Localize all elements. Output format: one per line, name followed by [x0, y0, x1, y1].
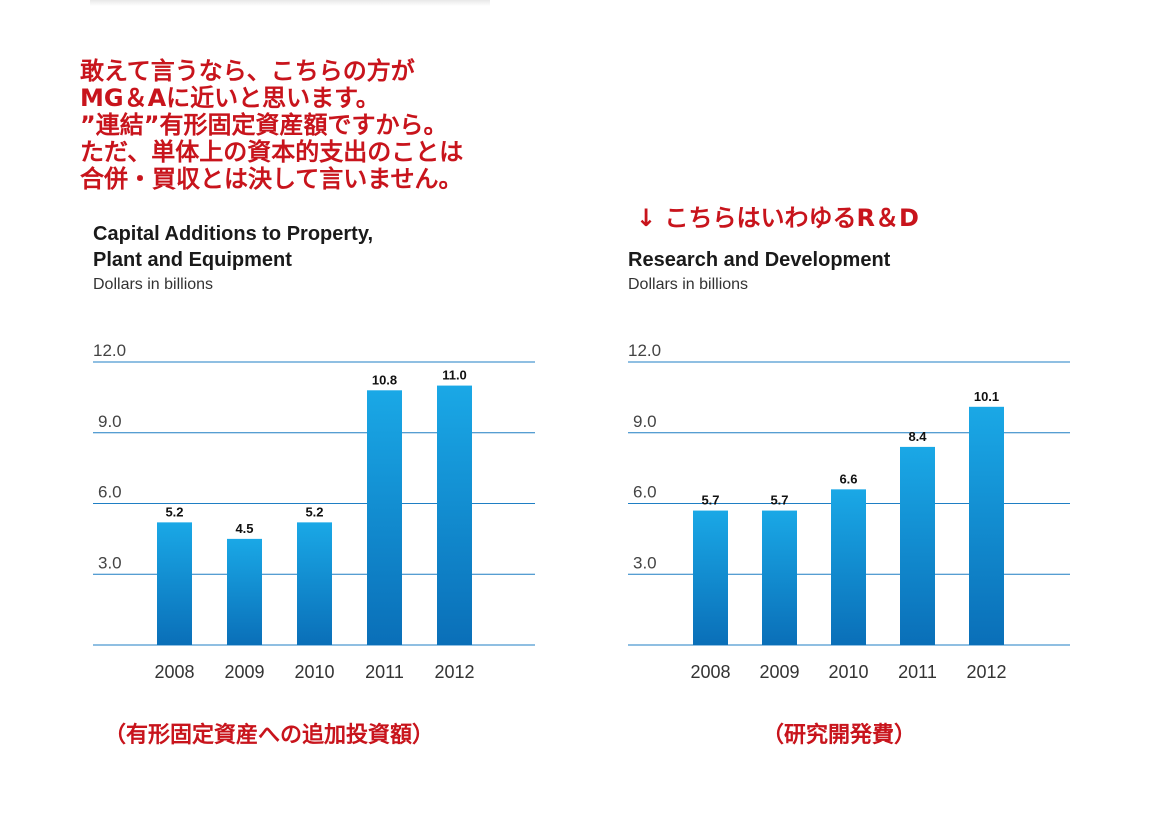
top-fade-artifact [90, 0, 490, 6]
caption-rd: （研究開発費） [762, 723, 917, 748]
chart-subtitle-rd: Dollars in billions [628, 276, 749, 293]
data-label: 4.5 [235, 521, 253, 536]
chart-subtitle-capex: Dollars in billions [93, 276, 214, 293]
note-line-1: 敢えて言うなら、こちらの方が [80, 57, 415, 85]
bar [367, 390, 402, 645]
y-tick-label: 3.0 [98, 553, 122, 572]
chart-title-rd: Research and Development [628, 247, 890, 273]
bar [762, 510, 797, 645]
note-line-4: ただ、単体上の資本的支出のことは [80, 138, 464, 166]
x-tick-label: 2009 [224, 662, 264, 682]
bar [900, 446, 935, 645]
bar [227, 538, 262, 645]
bar [437, 385, 472, 645]
chart-title-line: Research and Development [628, 249, 891, 271]
x-tick-label: 2009 [759, 662, 799, 682]
caption-capex: （有形固定資産への追加投資額） [104, 723, 435, 748]
x-tick-label: 2011 [898, 662, 937, 682]
y-tick-label: 9.0 [633, 412, 657, 431]
bar [157, 522, 192, 645]
data-label: 5.2 [305, 504, 323, 519]
bar-chart-capex: 12.0 9.0 6.0 3.0 5.2 2008 4.5 2009 5.2 2010 10.8 20… [93, 341, 535, 682]
annotation-note: 敢えて言うなら、こちらの方が MG＆Aに近いと思います。 ”連結”有形固定資産額… [80, 58, 580, 193]
bar-chart-rd: 12.0 9.0 6.0 3.0 5.7 2008 5.7 2009 6.6 2010 8.4 201… [628, 341, 1070, 682]
chart-title-capex: Capital Additions to Property, Plant and… [93, 221, 373, 273]
chart-title-line: Capital Additions to Property, [93, 223, 374, 245]
y-tick-label: 6.0 [98, 483, 122, 502]
data-label: 6.6 [839, 471, 857, 486]
chart-title-line: Plant and Equipment [93, 249, 292, 271]
data-label: 10.8 [372, 372, 397, 387]
x-tick-label: 2011 [365, 662, 404, 682]
bar [297, 522, 332, 645]
y-tick-label: 12.0 [628, 341, 661, 360]
x-tick-label: 2012 [966, 662, 1006, 682]
data-label: 5.7 [770, 493, 788, 508]
x-tick-label: 2010 [828, 662, 868, 682]
data-label: 11.0 [442, 368, 467, 383]
x-tick-label: 2012 [434, 662, 474, 682]
note-line-5: 合併・買収とは決して言いません。 [80, 165, 463, 193]
y-tick-label: 3.0 [633, 553, 657, 572]
bar [693, 510, 728, 645]
x-tick-label: 2008 [154, 662, 194, 682]
y-tick-label: 12.0 [93, 341, 126, 360]
data-label: 8.4 [908, 429, 927, 444]
note-line-2: MG＆Aに近いと思います。 [80, 84, 380, 112]
bar [831, 489, 866, 645]
note-line-3: ”連結”有形固定資産額ですから。 [80, 111, 448, 139]
y-tick-label: 6.0 [633, 483, 657, 502]
x-tick-label: 2008 [690, 662, 730, 682]
data-label: 5.7 [701, 493, 719, 508]
data-label: 10.1 [974, 389, 999, 404]
y-tick-label: 9.0 [98, 412, 122, 431]
bar [969, 406, 1004, 645]
x-tick-label: 2010 [294, 662, 334, 682]
data-label: 5.2 [165, 504, 183, 519]
rd-annotation: ↓ こちらはいわゆるR＆D [636, 204, 919, 232]
